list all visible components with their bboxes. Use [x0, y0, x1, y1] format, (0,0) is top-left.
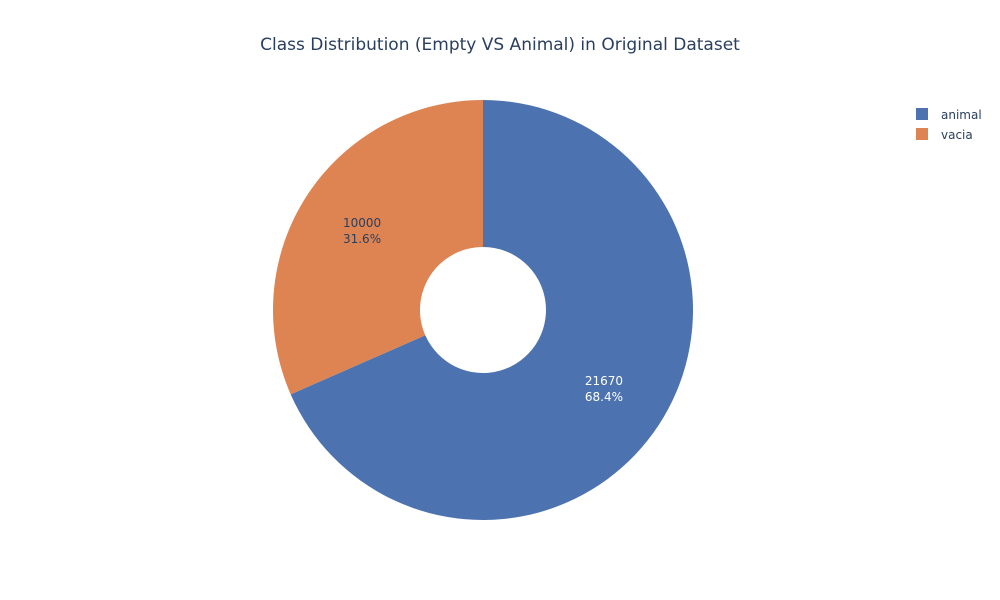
legend-item-animal[interactable]: animal [916, 108, 982, 122]
slice-value-vacia: 10000 [343, 216, 381, 230]
legend-item-vacia[interactable]: vacia [916, 128, 973, 142]
legend-label-vacia: vacia [941, 128, 973, 142]
slice-label-animal: 21670 68.4% [585, 374, 623, 404]
slice-label-vacia: 10000 31.6% [343, 216, 381, 246]
slice-percent-animal: 68.4% [585, 390, 623, 404]
slice-vacia[interactable] [272, 100, 483, 395]
chart-title: Class Distribution (Empty VS Animal) in … [260, 35, 740, 55]
slice-percent-vacia: 31.6% [343, 232, 381, 246]
legend-swatch-vacia [916, 128, 928, 140]
legend-swatch-animal [916, 108, 928, 120]
slice-value-animal: 21670 [585, 374, 623, 388]
pie-slices [272, 100, 693, 520]
legend-label-animal: animal [941, 108, 982, 122]
slice-labels: 21670 68.4% 10000 31.6% [343, 216, 623, 404]
legend: animal vacia [916, 108, 982, 142]
slice-animal[interactable] [290, 100, 693, 520]
